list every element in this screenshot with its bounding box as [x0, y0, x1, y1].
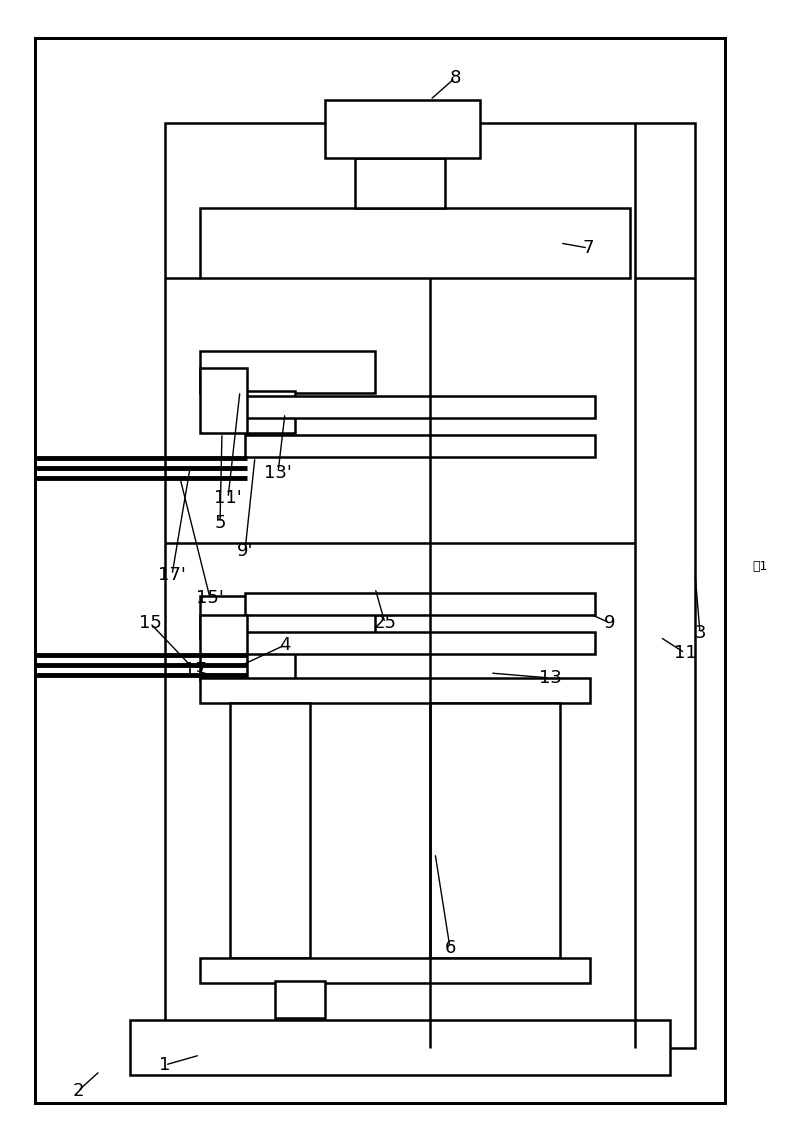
- Bar: [245, 397, 595, 418]
- Bar: [355, 157, 445, 208]
- Bar: [200, 678, 590, 702]
- Bar: [165, 123, 695, 1048]
- Bar: [130, 1020, 670, 1075]
- Text: 13: 13: [538, 668, 562, 687]
- Bar: [200, 596, 375, 638]
- Bar: [325, 100, 480, 157]
- Text: 9': 9': [237, 542, 254, 560]
- Bar: [200, 368, 247, 433]
- Bar: [230, 702, 310, 959]
- Bar: [200, 208, 630, 278]
- Text: 5: 5: [214, 514, 226, 533]
- Bar: [35, 39, 725, 1104]
- Text: 15': 15': [196, 589, 224, 607]
- Bar: [245, 632, 595, 654]
- Text: 25: 25: [374, 614, 397, 632]
- Bar: [245, 391, 295, 433]
- Bar: [200, 615, 247, 680]
- Text: 8: 8: [450, 69, 461, 87]
- Text: 4: 4: [279, 636, 290, 654]
- Text: 9: 9: [604, 614, 616, 632]
- Text: 13': 13': [264, 465, 292, 482]
- Text: 11: 11: [674, 644, 696, 662]
- Bar: [245, 638, 295, 680]
- Text: 6: 6: [444, 939, 456, 957]
- Bar: [200, 959, 590, 983]
- Bar: [245, 435, 595, 457]
- Bar: [245, 593, 595, 615]
- Bar: [275, 981, 325, 1017]
- Text: 図1: 図1: [752, 560, 768, 572]
- Text: 11': 11': [214, 489, 242, 506]
- Text: 17: 17: [183, 661, 206, 679]
- Text: 17': 17': [158, 566, 186, 583]
- Text: 15: 15: [138, 614, 162, 632]
- Bar: [430, 702, 560, 959]
- Text: 3: 3: [694, 624, 706, 642]
- Text: 2: 2: [72, 1082, 84, 1100]
- Bar: [200, 351, 375, 393]
- Text: 1: 1: [159, 1056, 170, 1074]
- Text: 7: 7: [582, 239, 594, 257]
